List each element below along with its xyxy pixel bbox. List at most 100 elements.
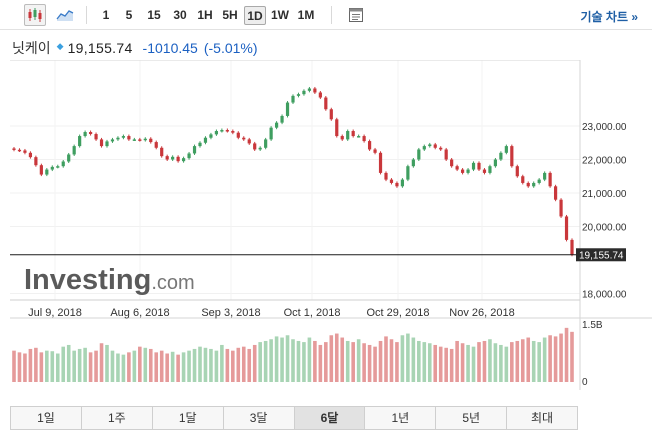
volume-bar [526,337,531,382]
candle-body [553,186,558,200]
volume-bar [340,337,345,382]
candle-body [247,139,251,144]
volume-bar [504,346,509,382]
range-1d[interactable]: 1일 [11,407,82,429]
candle-body [242,137,246,140]
candle-body [367,141,372,150]
candle-body [422,146,426,150]
volume-bar [214,350,219,382]
volume-bar [488,339,492,382]
timeframe-1d[interactable]: 1D [244,6,266,25]
volume-bar [241,346,246,382]
candle-body [72,146,76,155]
candle-body [362,136,366,142]
range-1y[interactable]: 1년 [365,407,437,429]
area-chart-icon[interactable] [54,4,76,26]
volume-bar [460,343,465,382]
x-axis-label: Jul 9, 2018 [28,307,82,319]
candle-body [433,144,437,148]
candle-body [176,156,180,162]
range-1m[interactable]: 1달 [153,407,224,429]
volume-bar [417,340,421,382]
volume-bar [455,340,459,382]
volume-bar [515,340,520,382]
volume-bar [373,346,377,382]
candlestick-chart-icon[interactable] [24,4,46,26]
volume-bar [296,340,301,382]
timeframe-5h[interactable]: 5H [222,8,238,22]
volume-bar [39,352,44,382]
candle-body [439,147,443,150]
volume-bar [192,348,197,382]
technical-chart-link[interactable]: 기술 차트 » [580,10,638,24]
candle-body [143,138,147,141]
investing-watermark: Investing.com [24,264,195,296]
watermark-text: Investing.com [24,264,195,296]
candle-body [220,130,224,132]
volume-bar [427,343,432,382]
last-price: 19,155.74 [67,40,133,56]
candle-body [455,166,459,170]
timeframe-1w[interactable]: 1W [271,8,289,22]
candle-body [83,132,87,137]
volume-bar [72,350,76,382]
candle-body [285,102,290,116]
volume-bar [236,347,241,382]
toolbar-separator [331,6,332,24]
candle-body [357,136,361,138]
volume-bar [105,344,109,382]
candle-body [444,149,448,160]
volume-bar [34,347,38,382]
range-3m[interactable]: 3달 [224,407,295,429]
candle-body [521,176,525,183]
volume-bar [170,351,175,382]
range-6m[interactable]: 6달 [294,407,366,429]
volume-bar [165,353,169,382]
volume-bar [449,348,454,382]
volume-bar [329,335,334,382]
timeframe-1m[interactable]: 1M [297,8,315,22]
y-axis-label: 21,000.00 [582,189,627,200]
live-indicator-icon: ◆ [56,41,64,51]
candle-body [214,131,219,135]
price-change: -1010.45 [142,40,198,56]
current-price-label-box [576,248,626,262]
volume-bar [318,344,323,382]
volume-bar [209,348,213,382]
volume-bar [362,343,366,382]
timeframe-15[interactable]: 15 [147,8,161,22]
candle-body [373,149,377,153]
settings-panel-icon[interactable] [345,4,367,26]
candle-body [45,169,49,175]
price-chart[interactable]: Investing.com 23,000.00 22,000.00 21,000.0… [0,60,652,400]
volume-bar [154,352,159,382]
candle-body [269,127,273,140]
y-axis-label: 23,000.00 [582,122,627,133]
volume-bar [258,342,262,382]
price-change-percent: (-5.01%) [203,40,258,56]
candle-body [537,179,541,183]
x-axis-label: Oct 29, 2018 [367,307,430,319]
candle-body [165,156,169,160]
timeframe-1[interactable]: 1 [102,8,110,22]
candle-body [450,159,454,167]
volume-axis-zero: 0 [582,377,588,388]
range-max[interactable]: 최대 [531,411,554,425]
range-5y[interactable]: 5년 [436,407,508,429]
candle-body [160,147,164,157]
volume-bar [220,344,224,382]
candle-body [127,136,131,140]
candle-body [56,166,60,168]
timeframe-1h[interactable]: 1H [197,8,213,22]
timeframe-5[interactable]: 5 [125,8,133,22]
candle-body [296,94,301,96]
volume-bar [559,333,563,382]
volume-bar [143,347,148,382]
range-1w[interactable]: 1주 [82,407,153,429]
timeframe-30[interactable]: 30 [173,8,187,22]
volume-bar [542,337,547,382]
candle-body [187,153,191,159]
candle-body [23,150,27,153]
volume-bar [471,346,476,382]
volume-bar [324,342,328,382]
